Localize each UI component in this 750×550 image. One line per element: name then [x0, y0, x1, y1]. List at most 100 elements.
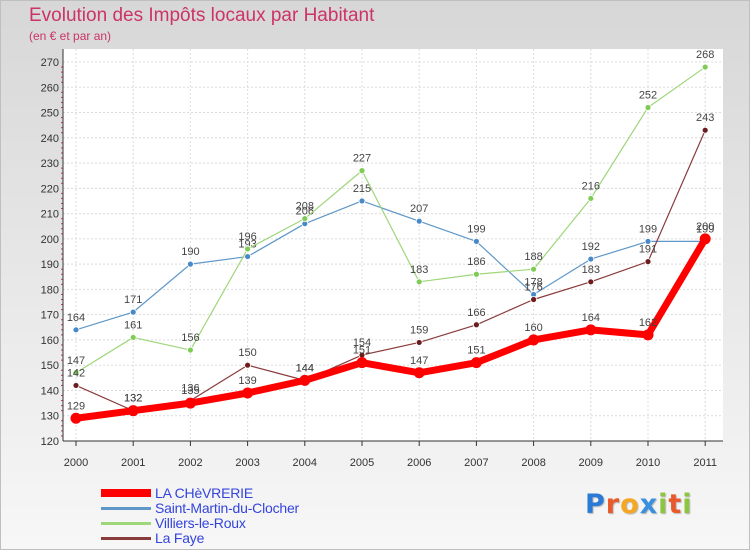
y-tick-label: 130 — [41, 411, 59, 423]
data-label: 164 — [67, 312, 85, 324]
legend-label: Villiers-le-Roux — [155, 515, 246, 531]
y-tick-label: 210 — [41, 209, 59, 221]
data-point — [129, 334, 137, 341]
x-tick-label: 2009 — [579, 457, 603, 469]
legend-swatch — [101, 506, 151, 510]
y-tick-label: 230 — [41, 158, 59, 170]
data-point — [186, 260, 194, 268]
data-label: 162 — [639, 317, 657, 329]
data-point — [244, 253, 252, 260]
data-label: 142 — [67, 367, 85, 379]
data-point — [587, 255, 595, 263]
y-tick-label: 270 — [41, 57, 59, 69]
data-point — [129, 308, 137, 316]
data-point — [701, 126, 709, 134]
data-label: 132 — [124, 393, 142, 405]
data-label: 166 — [467, 307, 485, 319]
data-label: 161 — [124, 319, 142, 331]
data-label: 135 — [181, 385, 199, 397]
data-label: 243 — [696, 112, 714, 124]
data-point — [415, 217, 423, 225]
data-point — [472, 237, 480, 245]
data-label: 199 — [467, 223, 485, 235]
data-point — [530, 296, 537, 303]
data-label: 147 — [410, 355, 428, 367]
data-point — [358, 167, 366, 175]
x-tick-label: 2010 — [636, 457, 660, 469]
legend-swatch — [101, 489, 151, 497]
data-label: 216 — [582, 180, 600, 192]
data-point — [587, 278, 595, 286]
x-tick-label: 2003 — [235, 457, 259, 469]
data-label: 151 — [353, 345, 371, 357]
data-point — [644, 104, 652, 111]
data-point — [244, 245, 252, 253]
data-point — [72, 382, 80, 389]
y-tick-label: 120 — [41, 436, 59, 448]
data-label: 190 — [181, 246, 199, 258]
data-label: 156 — [181, 332, 199, 344]
legend-swatch — [101, 536, 151, 540]
data-label: 150 — [238, 347, 256, 359]
data-label: 151 — [467, 345, 485, 357]
data-label: 200 — [696, 221, 714, 233]
data-point — [72, 326, 80, 334]
data-label: 199 — [696, 223, 714, 235]
data-label: 139 — [238, 375, 256, 387]
x-tick-label: 2011 — [693, 457, 717, 469]
data-label: 160 — [524, 322, 542, 334]
data-label: 207 — [410, 203, 428, 215]
x-tick-label: 2006 — [407, 457, 431, 469]
data-point — [356, 357, 368, 369]
legend-label: LA CHèVRERIE — [155, 485, 253, 501]
data-label: 171 — [124, 294, 142, 306]
data-label: 132 — [124, 393, 142, 405]
data-point — [644, 237, 652, 245]
y-tick-label: 220 — [41, 183, 59, 195]
chart-subtitle: (en € et par an) — [29, 29, 112, 43]
data-point — [299, 374, 311, 386]
data-label: 144 — [296, 362, 314, 374]
data-point — [415, 278, 423, 286]
legend-label: La Faye — [155, 530, 205, 546]
data-label: 129 — [67, 400, 85, 412]
x-tick-label: 2001 — [121, 457, 145, 469]
x-tick-label: 2002 — [178, 457, 202, 469]
data-label: 176 — [524, 282, 542, 294]
data-point — [701, 63, 709, 71]
data-label: 192 — [582, 241, 600, 253]
data-point — [184, 397, 196, 409]
data-label: 164 — [582, 312, 600, 324]
data-point — [587, 195, 595, 202]
data-label: 186 — [467, 256, 485, 268]
logo-letter: o — [620, 489, 640, 520]
data-label: 136 — [181, 383, 199, 395]
legend-item: Saint-Martin-du-Clocher — [101, 500, 300, 516]
x-tick-label: 2004 — [293, 457, 317, 469]
data-point — [358, 197, 366, 205]
y-tick-label: 150 — [41, 360, 59, 372]
data-label: 188 — [524, 251, 542, 263]
data-label: 183 — [582, 264, 600, 276]
plot-area — [63, 49, 723, 441]
data-label: 159 — [410, 324, 428, 336]
data-point — [127, 405, 139, 417]
legend-item: La Faye — [101, 530, 205, 546]
logo-letter: x — [639, 489, 659, 520]
data-label: 147 — [67, 355, 85, 367]
logo-letter: r — [605, 489, 621, 520]
data-point — [415, 339, 423, 346]
legend-label: Saint-Martin-du-Clocher — [155, 500, 300, 516]
series-line-villiers-le-roux — [75, 66, 706, 374]
data-label: 144 — [296, 362, 314, 374]
data-point — [301, 215, 309, 223]
data-label: 199 — [639, 223, 657, 235]
data-point — [472, 321, 480, 329]
data-label: 183 — [410, 264, 428, 276]
data-label: 215 — [353, 183, 371, 195]
data-label: 193 — [238, 239, 256, 251]
data-point — [699, 233, 711, 245]
data-point — [585, 324, 597, 336]
logo-letter: t — [668, 489, 683, 520]
